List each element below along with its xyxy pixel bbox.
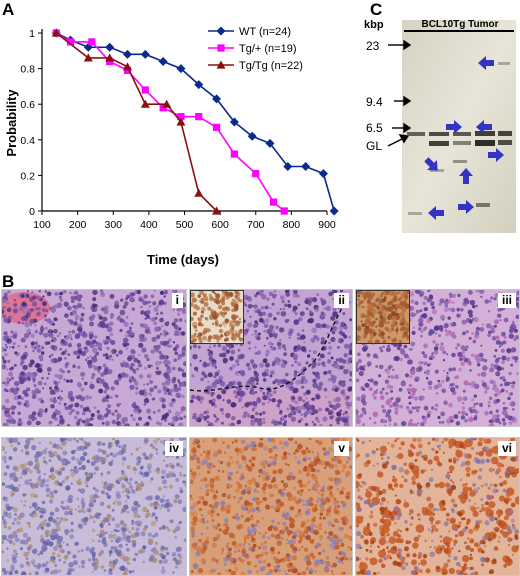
legend-entry: Tg/+ (n=19) <box>239 43 296 55</box>
data-point <box>247 131 257 141</box>
data-point <box>66 38 75 46</box>
micrograph-vi: vi <box>355 437 520 576</box>
data-point <box>141 86 149 94</box>
data-point <box>88 38 96 46</box>
y-tick-label: 0.8 <box>20 64 35 76</box>
data-point <box>283 162 293 171</box>
x-tick-label: 600 <box>211 219 229 231</box>
x-tick-label: 200 <box>69 219 87 231</box>
legend-entry: WT (n=24) <box>239 26 291 38</box>
micrograph-label-iii: iii <box>497 293 516 308</box>
panel-label-b: B <box>2 272 15 291</box>
micrograph-ii: ii <box>189 289 353 427</box>
panel-label-a: A <box>2 0 15 19</box>
micrograph-ii-inset <box>190 290 244 344</box>
data-point <box>162 99 172 108</box>
southern-blot-panel: BCL10Tg Tumor kbp 23 9.4 6.5 GL <box>364 19 516 233</box>
micrograph-label-iv: iv <box>164 441 183 456</box>
data-point <box>229 117 239 127</box>
micrograph-v: v <box>189 437 353 576</box>
micrograph-label-i: i <box>171 293 183 308</box>
marker-6-5: 6.5 <box>366 121 383 135</box>
legend-marker <box>216 60 226 69</box>
kbp-label: kbp <box>364 19 384 31</box>
data-point <box>230 150 238 158</box>
legend-marker <box>217 44 225 52</box>
data-point <box>318 169 328 179</box>
blot-header: BCL10Tg Tumor <box>421 19 498 30</box>
data-point <box>177 113 185 121</box>
survival-chart: 0 0.2 0.4 0.6 0.8 1 100 200 300 400 500 600 700 800 90… <box>4 26 339 267</box>
chart-legend: WT (n=24) Tg/+ (n=19) Tg/Tg (n=22) <box>208 26 303 72</box>
micrograph-label-vi: vi <box>497 441 516 456</box>
data-point <box>140 49 150 59</box>
data-point <box>212 94 222 104</box>
x-tick-label: 700 <box>247 219 265 231</box>
x-tick-label: 100 <box>33 219 51 231</box>
marker-gl: GL <box>366 139 382 153</box>
data-point <box>123 49 132 59</box>
data-point <box>176 64 186 74</box>
data-point <box>123 62 132 71</box>
data-point <box>105 53 115 62</box>
data-point <box>269 198 278 206</box>
legend-marker <box>216 26 226 36</box>
data-point <box>301 162 311 171</box>
data-point <box>140 99 150 108</box>
x-tick-label: 900 <box>318 219 336 231</box>
x-tick-label: 800 <box>283 219 301 231</box>
data-point <box>194 188 204 197</box>
data-point <box>195 113 203 121</box>
y-tick-label: 0.4 <box>20 135 35 147</box>
micrograph-iii: iii <box>355 289 520 427</box>
y-tick-label: 0 <box>29 206 35 218</box>
data-point <box>265 138 275 148</box>
x-tick-label: 500 <box>176 219 194 231</box>
data-point <box>329 206 339 216</box>
series-line <box>55 32 218 212</box>
x-tick-label: 400 <box>140 219 158 231</box>
micrograph-iii-inset <box>356 290 410 344</box>
micrograph-iv: iv <box>1 437 187 576</box>
data-point <box>51 28 61 37</box>
series-0 <box>51 28 339 216</box>
data-point <box>83 53 93 62</box>
data-point <box>252 170 260 178</box>
micrograph-label-v: v <box>334 441 349 456</box>
series-2 <box>51 28 222 215</box>
data-point <box>212 123 221 131</box>
marker-23: 23 <box>366 39 380 53</box>
data-point <box>176 117 186 126</box>
data-point <box>280 207 288 215</box>
legend-entry: Tg/Tg (n=22) <box>239 60 303 72</box>
chart-series <box>51 28 339 216</box>
y-tick-label: 1 <box>29 28 35 40</box>
blot-bands <box>407 62 512 215</box>
micrograph-i: i <box>1 289 187 427</box>
data-point <box>158 56 168 66</box>
data-point <box>105 42 115 52</box>
blot-arrows <box>424 56 504 220</box>
x-axis-label: Time (days) <box>147 252 219 267</box>
y-axis-label: Probability <box>4 89 19 157</box>
micrograph-label-ii: ii <box>334 293 349 308</box>
panel-label-c: C <box>370 0 383 19</box>
y-tick-label: 0.2 <box>20 170 35 182</box>
y-tick-label: 0.6 <box>20 99 35 111</box>
x-tick-label: 300 <box>104 219 122 231</box>
data-point <box>212 206 222 215</box>
chart-axes: 0 0.2 0.4 0.6 0.8 1 100 200 300 400 500 600 700 800 90… <box>20 28 336 231</box>
marker-9-4: 9.4 <box>366 95 383 109</box>
data-point <box>194 80 204 90</box>
